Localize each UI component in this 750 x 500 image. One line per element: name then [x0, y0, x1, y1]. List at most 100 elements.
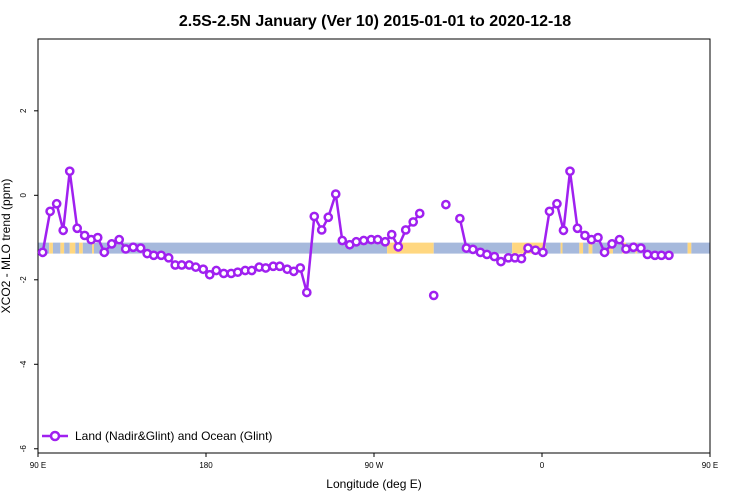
data-point: [204, 269, 215, 280]
data-point: [309, 211, 320, 222]
data-point: [274, 261, 285, 272]
band-segment-ocean: [545, 242, 561, 254]
data-point: [516, 253, 527, 264]
legend-marker: [49, 430, 61, 442]
data-point: [544, 206, 555, 217]
data-point: [260, 263, 271, 273]
data-point: [135, 243, 146, 253]
band-segment-ocean: [75, 242, 80, 254]
data-point: [106, 239, 117, 249]
x-tick-label: 90 E: [30, 461, 46, 470]
data-point: [148, 250, 159, 261]
band-segment-land: [49, 242, 53, 254]
y-axis: 2 0 -2 -4 -6: [19, 108, 38, 452]
data-point: [79, 230, 90, 241]
data-point: [530, 245, 541, 256]
data-point: [45, 206, 55, 217]
data-point: [156, 250, 167, 261]
data-point: [64, 166, 75, 177]
data-point: [37, 247, 48, 258]
y-axis-label: XCO2 - MLO trend (ppm): [0, 179, 13, 314]
x-tick-label: 0: [540, 461, 545, 470]
band-segment-land: [69, 242, 76, 254]
data-point: [400, 225, 411, 235]
data-point: [614, 234, 625, 245]
series-points: [37, 166, 674, 301]
legend: Land (Nadir&Glint) and Ocean (Glint): [42, 429, 272, 443]
data-point: [599, 247, 610, 258]
band-segment-land: [687, 242, 692, 254]
data-point: [455, 213, 465, 224]
band-segment-land: [560, 242, 563, 254]
data-point: [580, 230, 590, 241]
band-segment-land: [60, 242, 65, 254]
data-point: [621, 244, 631, 254]
data-point: [323, 212, 334, 223]
band-segment-ocean: [583, 242, 589, 254]
data-point: [607, 239, 617, 249]
data-point: [572, 223, 583, 234]
data-point: [656, 250, 667, 261]
data-point: [372, 234, 383, 245]
chart-title: 2.5S-2.5N January (Ver 10) 2015-01-01 to…: [179, 13, 571, 30]
data-point: [128, 242, 139, 253]
x-axis: 90 E 180 90 W 0 90 E: [30, 453, 718, 470]
data-point: [538, 247, 548, 258]
data-point: [232, 267, 243, 278]
y-tick-label: 0: [19, 193, 28, 198]
data-point: [316, 225, 327, 235]
data-point: [301, 287, 312, 298]
data-point: [337, 235, 348, 246]
x-axis-label: Longitude (deg E): [326, 477, 421, 491]
band-segment-ocean: [64, 242, 70, 254]
data-point: [468, 244, 478, 255]
data-point: [176, 260, 187, 270]
band-segment-ocean: [82, 242, 93, 254]
data-point: [386, 229, 397, 240]
data-point: [558, 225, 569, 236]
data-point: [295, 263, 306, 273]
x-tick-label: 90 E: [702, 461, 718, 470]
data-point: [246, 265, 257, 276]
x-tick-label: 180: [199, 461, 213, 470]
data-point: [523, 243, 533, 253]
band-segment-land: [92, 242, 94, 254]
data-point: [414, 208, 425, 219]
band-segment-ocean: [94, 242, 388, 254]
data-point: [636, 243, 646, 253]
data-point: [51, 198, 62, 209]
data-point: [380, 236, 391, 247]
band-segment-land: [588, 242, 593, 254]
band-segment-land: [579, 242, 584, 254]
data-point: [428, 290, 439, 301]
band-segment-ocean: [612, 242, 623, 254]
data-point: [198, 264, 209, 275]
data-point: [593, 232, 603, 243]
band-segment-ocean: [562, 242, 580, 254]
data-point: [482, 249, 492, 260]
x-tick-label: 90 W: [365, 461, 384, 470]
y-tick-label: -2: [19, 276, 28, 284]
data-point: [496, 256, 506, 267]
data-point: [628, 242, 639, 253]
data-point: [642, 249, 653, 260]
data-point: [58, 225, 69, 236]
data-point: [99, 247, 110, 258]
band-segment-land: [79, 242, 83, 254]
data-point: [358, 235, 369, 246]
data-point: [351, 236, 362, 247]
data-point: [565, 166, 575, 177]
data-point: [552, 198, 562, 209]
legend-label: Land (Nadir&Glint) and Ocean (Glint): [75, 429, 272, 443]
data-point: [92, 232, 103, 243]
band-segment-ocean: [637, 242, 688, 254]
band-segment-ocean: [691, 242, 710, 254]
data-point: [72, 223, 83, 234]
data-point: [120, 244, 131, 254]
data-point: [441, 199, 451, 210]
y-tick-label: 2: [19, 108, 28, 113]
data-point: [218, 268, 229, 279]
data-point: [408, 217, 419, 227]
band-segment-ocean: [592, 242, 610, 254]
